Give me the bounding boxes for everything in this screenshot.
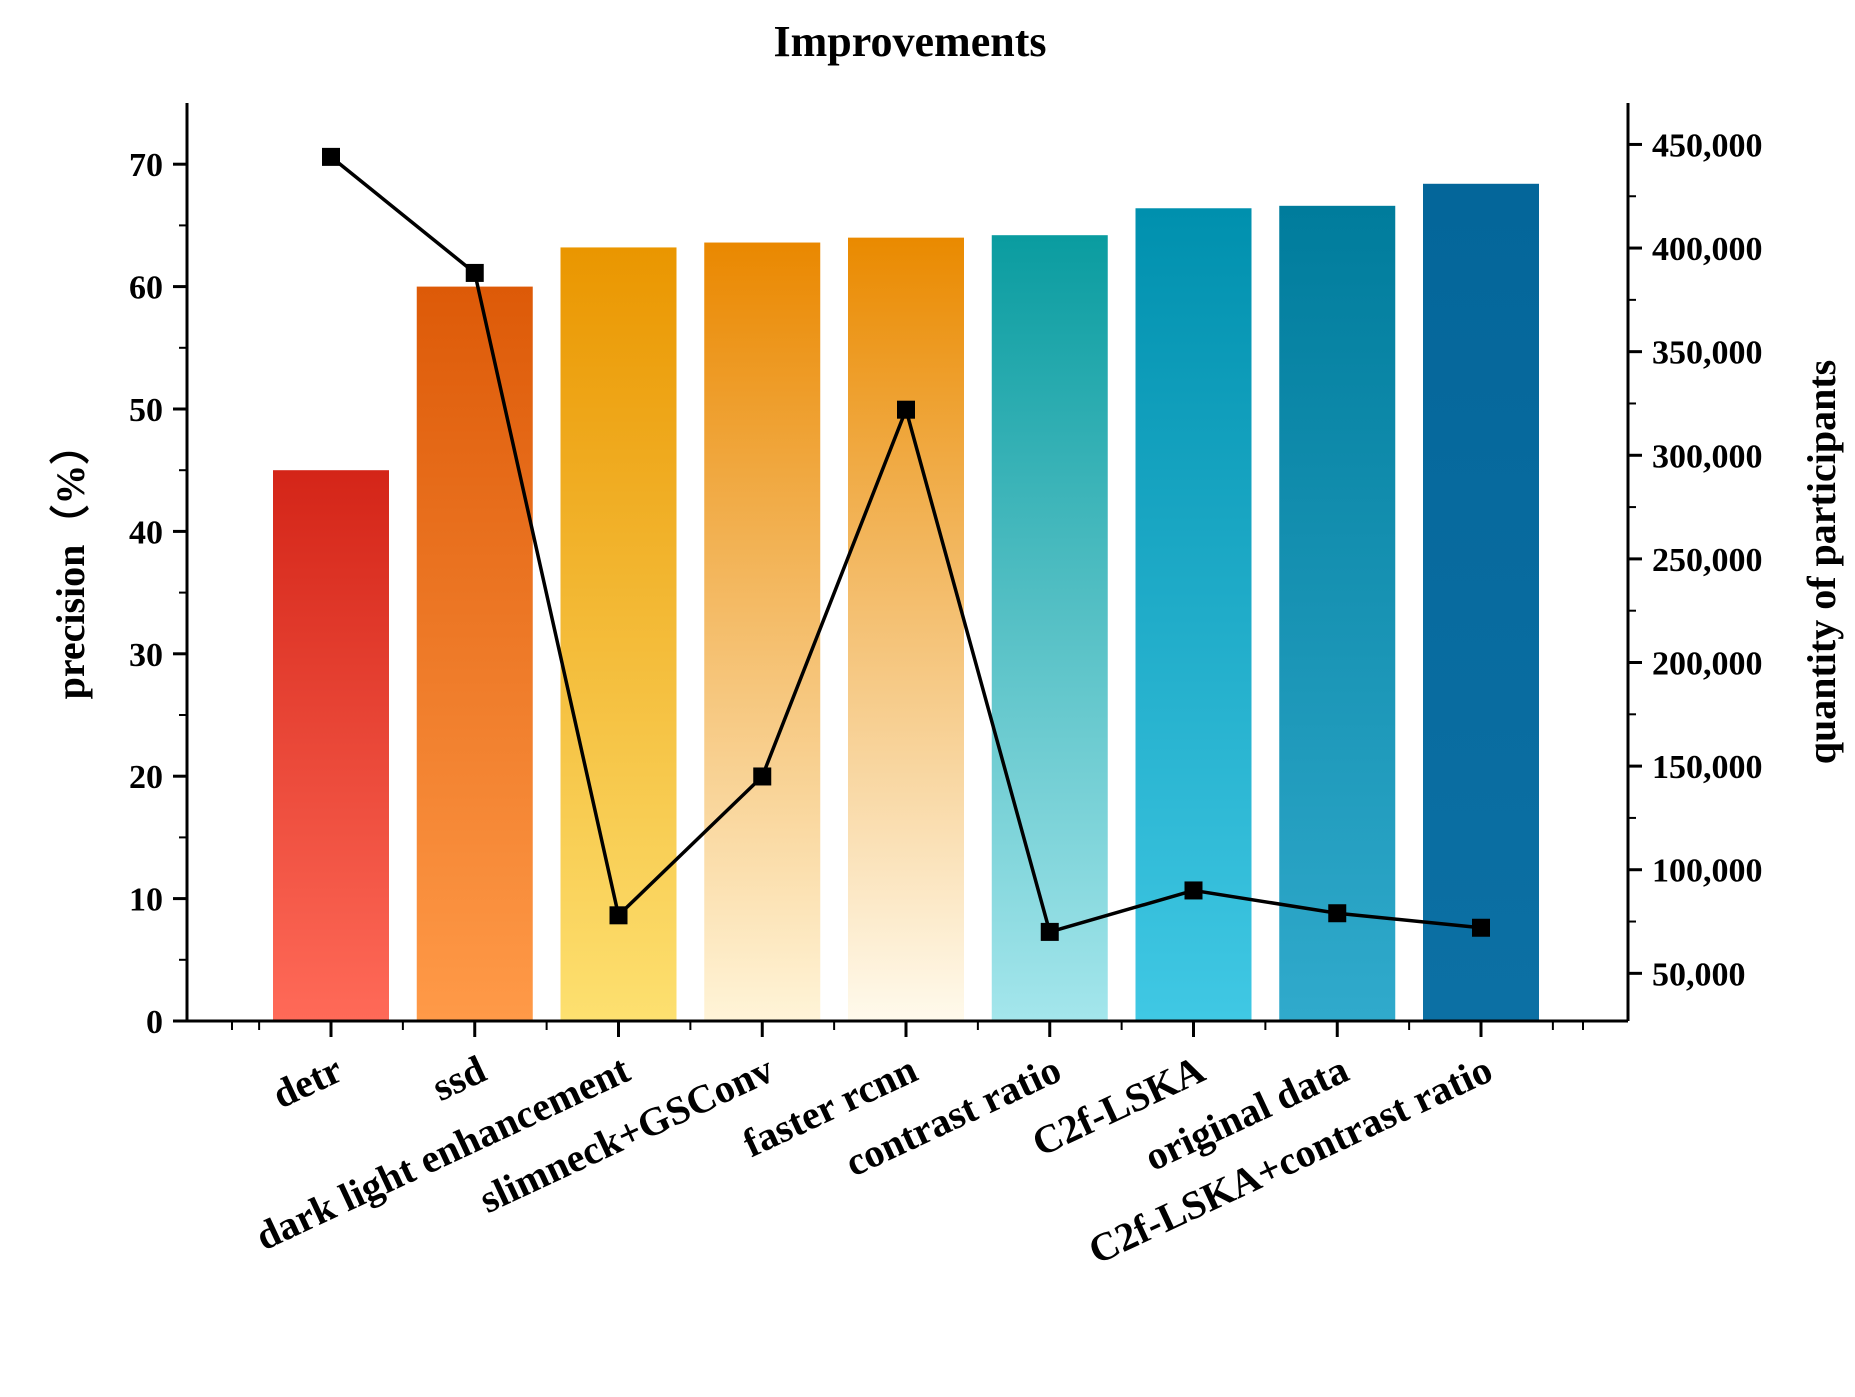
bar-8 [1423, 183, 1539, 1021]
y-right-tick-label: 200,000 [1652, 646, 1763, 683]
y-left-tick-label: 0 [146, 1004, 163, 1041]
participants-marker-4 [897, 400, 915, 419]
participants-marker-3 [753, 767, 772, 786]
participants-marker-8 [1472, 918, 1490, 937]
y-right-tick-label: 250,000 [1652, 542, 1763, 579]
y-right-tick-label: 150,000 [1652, 749, 1763, 786]
x-category-label: ssd [425, 1046, 492, 1109]
y-right-tick-label: 350,000 [1652, 335, 1763, 372]
y-axis-left-title: precision（%） [48, 425, 93, 700]
y-left-tick-label: 30 [129, 637, 163, 674]
bar-5 [991, 235, 1108, 1021]
participants-marker-6 [1184, 881, 1203, 900]
y-left-tick-label: 20 [129, 759, 163, 796]
bar-4 [848, 237, 964, 1021]
y-left-tick-label: 40 [129, 514, 163, 551]
participants-marker-7 [1328, 904, 1347, 923]
participants-marker-2 [609, 906, 628, 925]
x-category-label: detr [265, 1046, 348, 1117]
bar-2 [560, 247, 677, 1021]
y-left-tick-label: 60 [129, 270, 163, 307]
bar-0 [273, 470, 389, 1021]
participants-marker-5 [1040, 922, 1059, 941]
y-axis-right-title: quantity of participants [1799, 360, 1844, 765]
y-left-tick-label: 50 [129, 392, 163, 429]
y-right-tick-label: 400,000 [1652, 231, 1763, 268]
y-left-tick-label: 70 [129, 147, 163, 184]
y-right-tick-label: 450,000 [1652, 127, 1763, 164]
bar-1 [416, 286, 533, 1022]
y-right-tick-label: 300,000 [1652, 438, 1763, 475]
bar-7 [1279, 205, 1396, 1022]
y-left-tick-label: 10 [129, 882, 163, 919]
participants-marker-0 [322, 147, 340, 166]
y-right-tick-label: 100,000 [1652, 853, 1763, 890]
participants-marker-1 [465, 263, 484, 282]
bar-3 [704, 242, 821, 1021]
chart-title: Improvements [774, 17, 1047, 66]
y-right-tick-label: 50,000 [1652, 956, 1746, 993]
